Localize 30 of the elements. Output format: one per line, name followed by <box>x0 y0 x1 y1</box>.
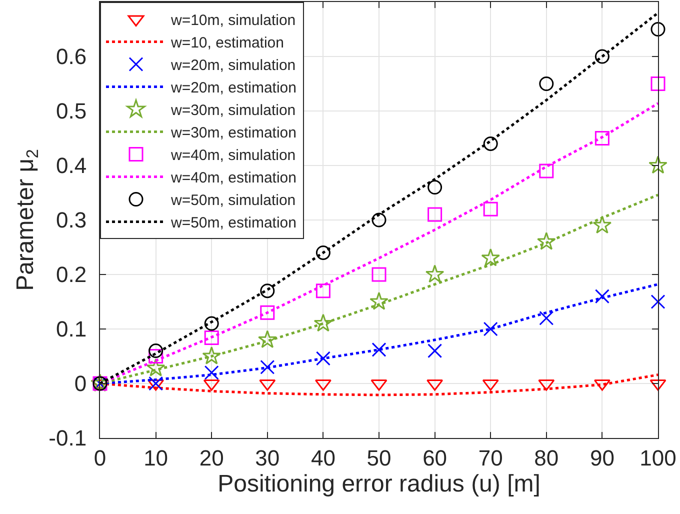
y-tick-label: -0.1 <box>48 426 87 451</box>
legend-label: w=50m, simulation <box>170 192 296 210</box>
y-tick-label: 0.1 <box>56 316 87 342</box>
y-tick-label: 0.3 <box>56 208 87 233</box>
x-tick-label: 40 <box>310 445 336 470</box>
x-tick-label: 80 <box>534 445 559 470</box>
x-tick-label: 0 <box>94 445 106 470</box>
x-axis-title: Positioning error radius (u) [m] <box>218 470 540 498</box>
x-tick-label: 20 <box>199 445 224 470</box>
x-tick-label: 90 <box>590 445 614 470</box>
y-tick-label: 0 <box>74 371 87 396</box>
legend-label: w=40m, estimation <box>170 170 296 187</box>
x-tick-label: 50 <box>366 445 392 470</box>
legend-label: w=20m, simulation <box>170 57 296 74</box>
legend-label: w=30m, simulation <box>170 102 296 120</box>
y-tick-label: 0.6 <box>56 44 87 70</box>
legend-label: w=40m, simulation <box>170 147 296 164</box>
legend-label: w=30m, estimation <box>170 124 296 142</box>
legend-label: w=50m, estimation <box>170 214 296 232</box>
legend-label: w=20m, estimation <box>170 80 296 97</box>
y-tick-label: 0.2 <box>56 262 87 288</box>
x-tick-label: 100 <box>640 445 676 470</box>
x-tick-label: 60 <box>422 445 448 470</box>
x-tick-label: 30 <box>255 445 280 470</box>
x-tick-label: 70 <box>478 445 503 470</box>
legend-label: w=10m, simulation <box>170 12 296 30</box>
legend-label: w=10, estimation <box>170 34 284 52</box>
y-tick-label: 0.5 <box>56 98 87 124</box>
x-tick-label: 10 <box>144 445 168 470</box>
y-tick-label: 0.4 <box>56 153 87 178</box>
